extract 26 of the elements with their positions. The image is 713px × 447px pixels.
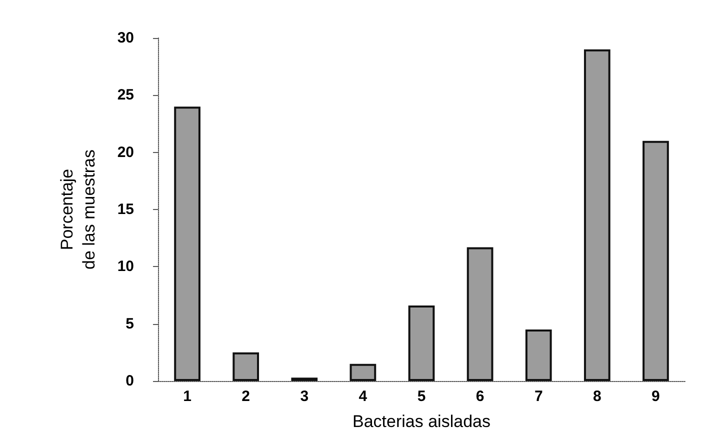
x-axis-title: Bacterias aisladas — [352, 412, 490, 431]
x-tick-label: 8 — [592, 388, 602, 405]
bar — [525, 330, 552, 381]
bar — [232, 352, 260, 381]
y-tick-label: 10 — [117, 258, 134, 276]
bar — [174, 106, 200, 381]
y-tick-label: 25 — [117, 86, 134, 104]
y-tick-label: 30 — [117, 30, 134, 46]
x-tick-label: 6 — [476, 388, 484, 405]
bar — [350, 364, 376, 381]
bar — [584, 49, 610, 381]
y-tick-label: 20 — [117, 144, 134, 161]
y-tick-label: 15 — [117, 201, 134, 218]
x-tick-label: 5 — [417, 388, 426, 405]
bar — [642, 140, 669, 381]
y-axis-title: Porcentaje de las muestras — [58, 150, 98, 270]
x-tick-label: 3 — [300, 388, 309, 405]
bar — [466, 247, 494, 381]
x-tick-label: 1 — [183, 388, 192, 405]
x-tick-label: 2 — [242, 388, 250, 405]
x-tick-label: 9 — [652, 388, 660, 405]
y-tick-label: 0 — [126, 372, 134, 390]
y-tick-label: 5 — [126, 315, 134, 332]
x-tick-label: 4 — [358, 388, 368, 405]
bar — [408, 306, 435, 381]
x-tick-label: 7 — [534, 388, 543, 405]
